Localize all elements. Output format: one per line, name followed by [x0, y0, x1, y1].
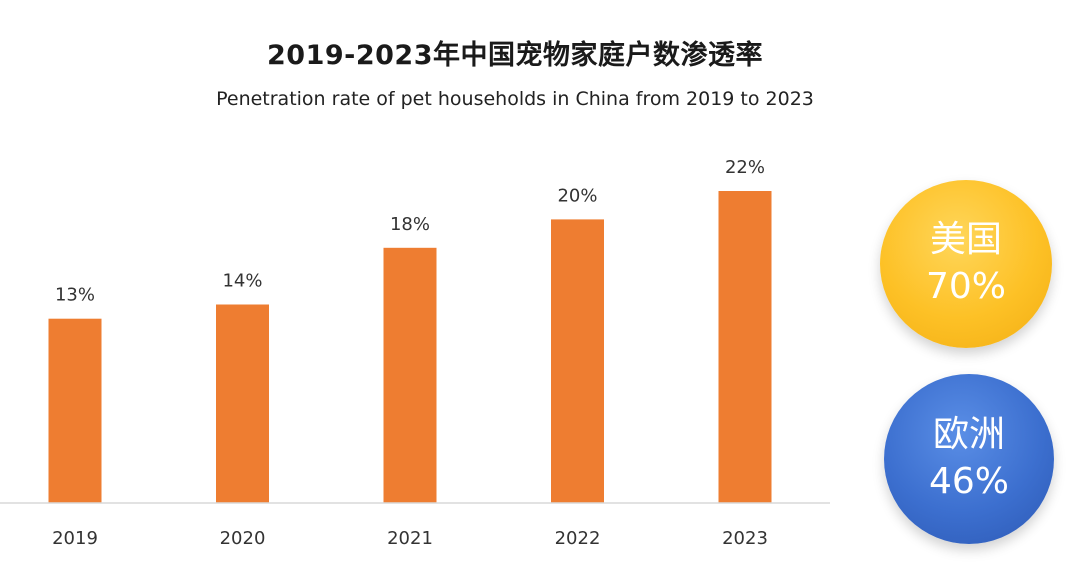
value-label-2021: 18% — [390, 214, 430, 235]
value-label-2023: 22% — [725, 157, 765, 178]
bar-2020 — [216, 304, 269, 503]
us-value-label: 70% — [925, 266, 1006, 307]
europe-value-label: 46% — [928, 461, 1009, 502]
x-tick-2022: 2022 — [555, 528, 601, 549]
chart-subtitle: Penetration rate of pet households in Ch… — [216, 88, 814, 110]
x-tick-2021: 2021 — [387, 528, 433, 549]
value-label-2022: 20% — [557, 185, 597, 206]
x-tick-2019: 2019 — [52, 528, 98, 549]
value-label-2020: 14% — [222, 271, 262, 292]
bar-2023 — [718, 191, 772, 503]
bar-2019 — [48, 318, 102, 503]
x-tick-2023: 2023 — [722, 528, 768, 549]
bar-2021 — [383, 247, 437, 503]
us-region-label: 美国 — [929, 219, 1002, 261]
bar-chart: 13% 2019 14% 2020 18% 2021 20% 2022 22% 2023 — [0, 157, 830, 549]
x-tick-2020: 2020 — [220, 528, 266, 549]
bar-2022 — [551, 219, 604, 503]
europe-penetration-bubble: 欧洲 46% — [884, 374, 1054, 544]
value-label-2019: 13% — [55, 285, 95, 306]
us-penetration-bubble: 美国 70% — [880, 180, 1052, 348]
bars: 13% 2019 14% 2020 18% 2021 20% 2022 22% 2023 — [48, 157, 772, 549]
europe-region-label: 欧洲 — [932, 414, 1005, 456]
chart-title: 2019-2023年中国宠物家庭户数渗透率 — [267, 40, 763, 71]
